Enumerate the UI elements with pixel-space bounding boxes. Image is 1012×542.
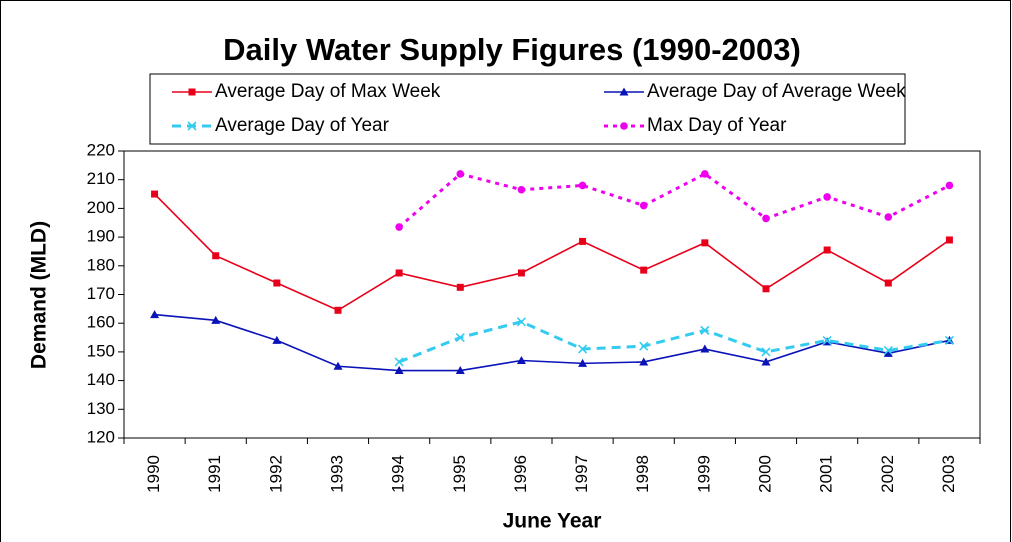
marker bbox=[640, 266, 648, 274]
marker bbox=[334, 306, 342, 314]
marker bbox=[395, 223, 403, 231]
marker bbox=[188, 88, 196, 96]
y-tick-label: 180 bbox=[87, 255, 115, 274]
marker bbox=[883, 345, 893, 356]
marker bbox=[823, 193, 831, 201]
marker bbox=[455, 366, 465, 375]
marker bbox=[578, 344, 588, 354]
x-axis-label: June Year bbox=[503, 510, 602, 533]
y-tick-label: 170 bbox=[87, 284, 115, 303]
marker bbox=[761, 357, 771, 366]
marker bbox=[762, 214, 770, 223]
marker bbox=[212, 252, 220, 260]
marker bbox=[187, 121, 197, 131]
x-tick-label: 1996 bbox=[511, 455, 530, 493]
y-tick-label: 150 bbox=[87, 341, 115, 360]
marker bbox=[273, 279, 281, 287]
marker bbox=[516, 317, 526, 327]
marker bbox=[455, 332, 465, 343]
x-tick-label: 1997 bbox=[572, 455, 591, 493]
marker bbox=[578, 181, 587, 190]
marker bbox=[333, 361, 343, 370]
marker bbox=[762, 285, 770, 293]
marker bbox=[517, 269, 525, 277]
marker bbox=[639, 341, 649, 351]
x-tick-label: 1993 bbox=[327, 455, 346, 493]
x-tick-label: 1998 bbox=[633, 455, 652, 493]
legend-label: Average Day of Average Week bbox=[647, 81, 906, 102]
series-line bbox=[154, 313, 950, 372]
x-tick-label: 2001 bbox=[817, 455, 836, 493]
x-tick-label: 1991 bbox=[205, 455, 224, 493]
marker bbox=[272, 335, 282, 344]
x-tick-label: 2000 bbox=[755, 455, 774, 493]
x-tick-label: 1990 bbox=[144, 455, 163, 493]
legend-label: Max Day of Year bbox=[647, 115, 787, 136]
plot-area bbox=[123, 150, 981, 439]
y-tick-label: 160 bbox=[87, 313, 115, 332]
marker bbox=[517, 185, 526, 194]
marker bbox=[945, 181, 954, 190]
marker bbox=[151, 190, 159, 198]
marker bbox=[516, 356, 526, 365]
x-tick-label: 1999 bbox=[694, 455, 713, 493]
chart-title: Daily Water Supply Figures (1990-2003) bbox=[223, 32, 801, 67]
y-tick-label: 220 bbox=[87, 140, 115, 159]
marker bbox=[150, 310, 160, 319]
series-line bbox=[398, 320, 950, 364]
marker bbox=[456, 283, 464, 291]
legend-box bbox=[149, 73, 906, 145]
marker bbox=[883, 348, 893, 357]
marker bbox=[620, 122, 628, 130]
marker bbox=[394, 357, 404, 367]
marker bbox=[211, 315, 221, 324]
marker bbox=[700, 344, 710, 353]
marker bbox=[822, 335, 832, 345]
y-tick-label: 130 bbox=[87, 399, 115, 418]
marker bbox=[619, 87, 629, 96]
marker bbox=[579, 237, 587, 245]
y-axis-label: Demand (MLD) bbox=[28, 221, 51, 369]
marker bbox=[456, 170, 465, 178]
series-line bbox=[154, 193, 950, 312]
marker bbox=[701, 170, 709, 178]
marker bbox=[884, 213, 893, 221]
legend-label: Average Day of Year bbox=[215, 115, 390, 136]
y-tick-label: 120 bbox=[87, 427, 115, 446]
marker bbox=[394, 366, 404, 375]
x-tick-label: 1992 bbox=[266, 455, 285, 493]
marker bbox=[639, 357, 649, 366]
marker bbox=[701, 239, 709, 247]
y-tick-label: 140 bbox=[87, 370, 115, 389]
y-tick-label: 190 bbox=[87, 227, 115, 246]
x-tick-label: 2002 bbox=[878, 455, 897, 493]
marker bbox=[944, 335, 954, 345]
x-tick-label: 1995 bbox=[450, 455, 469, 493]
marker bbox=[945, 236, 953, 244]
y-tick-label: 210 bbox=[87, 169, 115, 188]
marker bbox=[700, 325, 710, 335]
marker bbox=[639, 201, 648, 210]
x-tick-label: 1994 bbox=[389, 455, 408, 493]
marker bbox=[884, 279, 892, 287]
marker bbox=[578, 358, 588, 367]
x-tick-label: 2003 bbox=[939, 455, 958, 493]
marker bbox=[395, 269, 403, 277]
marker bbox=[761, 347, 771, 357]
marker bbox=[823, 246, 831, 254]
y-tick-label: 200 bbox=[87, 198, 115, 217]
legend-label: Average Day of Max Week bbox=[215, 81, 441, 102]
